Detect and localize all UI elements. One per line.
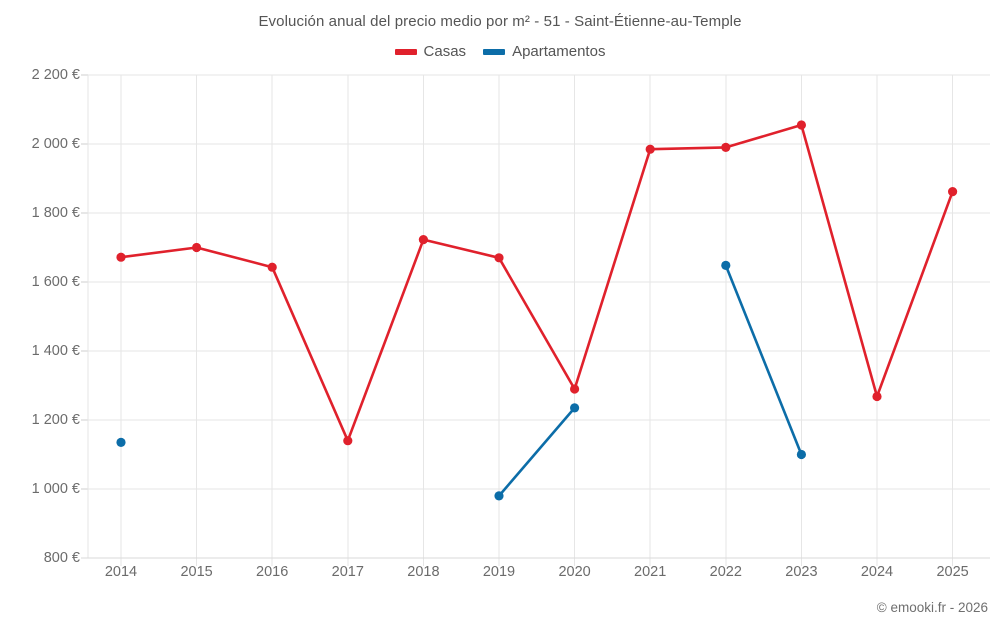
series-line — [724, 264, 803, 456]
y-axis-tick-label: 2 000 € — [31, 136, 80, 152]
data-point-marker[interactable] — [116, 437, 126, 447]
series-apartamentos — [116, 260, 807, 501]
series-line — [119, 123, 954, 443]
data-point-marker[interactable] — [570, 384, 580, 394]
data-point-marker[interactable] — [645, 144, 655, 154]
axis-lines — [81, 75, 990, 559]
x-axis-tick-label: 2025 — [936, 564, 969, 580]
y-axis-tick-label: 1 400 € — [31, 343, 80, 359]
legend-item-apartamentos[interactable]: Apartamentos — [483, 43, 605, 60]
y-axis-tick-label: 800 € — [43, 550, 80, 566]
legend-swatch-casas — [394, 48, 417, 55]
x-axis-tick-label: 2014 — [104, 564, 138, 580]
x-axis-tick-label: 2019 — [482, 564, 516, 580]
data-point-marker[interactable] — [267, 262, 277, 272]
series-line — [497, 406, 576, 498]
y-axis-tick-label: 1 000 € — [31, 481, 80, 497]
series-casas — [116, 120, 958, 446]
legend-swatch-apartamentos — [483, 48, 506, 55]
x-axis-tick-label: 2015 — [180, 564, 213, 580]
x-axis-tick-label: 2017 — [331, 564, 364, 580]
data-point-marker[interactable] — [872, 391, 882, 402]
series-layer — [116, 120, 958, 501]
x-axis-tick-label: 2020 — [558, 564, 591, 580]
data-point-marker[interactable] — [796, 120, 807, 130]
data-point-marker[interactable] — [721, 142, 731, 152]
legend-label-casas: Casas — [423, 43, 467, 60]
data-point-marker[interactable] — [721, 260, 731, 270]
y-axis-tick-label: 1 200 € — [31, 412, 80, 428]
data-point-marker[interactable] — [192, 242, 202, 253]
x-axis-tick-label: 2016 — [256, 564, 289, 580]
data-point-marker[interactable] — [116, 252, 126, 262]
chart-title: Evolución anual del precio medio por m² … — [258, 13, 742, 30]
x-axis-tick-label: 2022 — [709, 564, 742, 580]
footer-credit: © emooki.fr - 2026 — [876, 600, 988, 615]
data-point-marker[interactable] — [948, 187, 958, 197]
x-axis-tick-label: 2024 — [860, 564, 894, 580]
y-axis-tick-label: 2 200 € — [31, 67, 80, 83]
y-axis-tick-label: 1 800 € — [31, 205, 80, 221]
y-axis-labels: 800 € 1 000 € 1 200 € 1 400 € 1 600 € 1 800 €… — [0, 0, 80, 625]
data-point-marker[interactable] — [570, 403, 580, 413]
legend-item-casas[interactable]: Casas — [394, 43, 467, 60]
y-axis-tick-label: 1 600 € — [31, 274, 80, 290]
data-point-marker[interactable] — [796, 449, 807, 460]
x-axis-tick-label: 2021 — [634, 564, 667, 580]
data-point-marker[interactable] — [494, 491, 504, 501]
data-point-marker[interactable] — [494, 253, 504, 263]
chart-legend: Casas Apartamentos — [0, 43, 1000, 60]
x-axis-tick-label: 2023 — [785, 564, 818, 580]
data-point-marker[interactable] — [343, 436, 353, 446]
gridlines — [81, 74, 990, 566]
data-point-marker[interactable] — [418, 235, 428, 245]
legend-label-apartamentos: Apartamentos — [512, 43, 606, 60]
x-axis-tick-label: 2018 — [407, 564, 440, 580]
